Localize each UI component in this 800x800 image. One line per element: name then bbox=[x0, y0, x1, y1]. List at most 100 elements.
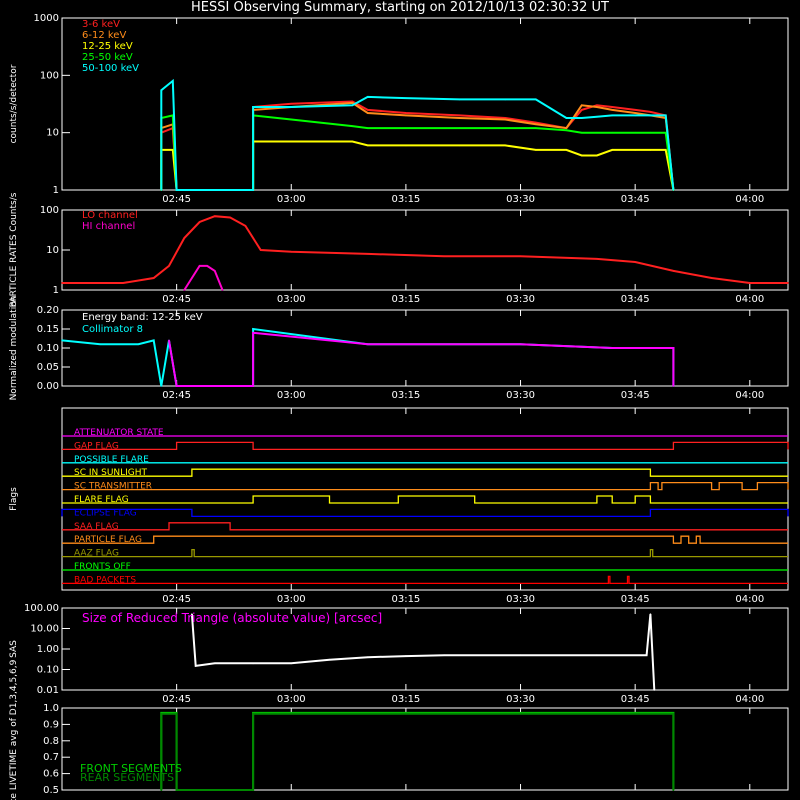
flag-label: BAD PACKETS bbox=[74, 575, 136, 585]
data-point bbox=[787, 282, 789, 284]
series-line-4-0 bbox=[190, 614, 656, 691]
data-point bbox=[214, 215, 216, 217]
data-point bbox=[290, 118, 293, 121]
y-tick-label: 0.5 bbox=[43, 785, 59, 796]
y-tick-label: 0.6 bbox=[43, 769, 59, 780]
data-point bbox=[168, 265, 170, 267]
data-point bbox=[366, 343, 369, 346]
data-point bbox=[366, 144, 369, 147]
y-axis-label: counts/s/detector bbox=[9, 64, 19, 143]
data-point bbox=[649, 131, 652, 134]
y-tick-label: 1 bbox=[53, 185, 59, 196]
data-point bbox=[351, 100, 354, 103]
flag-line bbox=[62, 441, 789, 451]
flag-line bbox=[62, 535, 788, 544]
flag-line bbox=[61, 508, 789, 518]
flag-label: FLARE FLAG bbox=[74, 495, 129, 505]
y-tick-label: 0.20 bbox=[37, 305, 59, 316]
x-tick-label: 02:45 bbox=[162, 294, 191, 305]
data-point bbox=[596, 654, 598, 656]
x-tick-label: 03:15 bbox=[391, 390, 420, 401]
data-point bbox=[664, 131, 667, 134]
data-point bbox=[672, 270, 675, 272]
data-point bbox=[649, 613, 652, 615]
data-point bbox=[580, 104, 583, 107]
data-point bbox=[252, 662, 254, 665]
data-point bbox=[175, 189, 178, 191]
legend-entry: 3-6 keV bbox=[82, 19, 120, 30]
x-tick-label: 03:30 bbox=[506, 594, 535, 605]
data-point bbox=[596, 154, 598, 157]
y-tick-label: 0.00 bbox=[37, 381, 59, 392]
data-point bbox=[61, 339, 63, 342]
legend-entry: FRONT SEGMENTS bbox=[80, 762, 182, 775]
data-point bbox=[611, 131, 614, 134]
data-point bbox=[198, 221, 201, 223]
y-axis-label: Normalized modulation bbox=[9, 296, 19, 401]
data-point bbox=[710, 277, 713, 279]
y-tick-label: 1000 bbox=[34, 13, 59, 24]
data-point bbox=[611, 109, 614, 111]
flag-line bbox=[62, 481, 789, 491]
data-point bbox=[519, 343, 522, 346]
legend-entry: LO channel bbox=[82, 210, 138, 221]
y-axis-label: PARTICLE RATES Counts/s bbox=[9, 192, 19, 307]
x-tick-label: 03:45 bbox=[621, 390, 650, 401]
y-tick-label: 0.8 bbox=[43, 736, 59, 747]
data-point bbox=[214, 270, 216, 272]
data-point bbox=[160, 189, 163, 191]
flag-line bbox=[62, 468, 788, 477]
legend-entry: REAR SEGMENTS bbox=[80, 771, 174, 784]
x-tick-label: 03:30 bbox=[506, 390, 535, 401]
data-point bbox=[672, 347, 675, 349]
flag-line bbox=[62, 575, 788, 585]
y-tick-label: 100 bbox=[40, 70, 59, 81]
data-point bbox=[458, 117, 461, 119]
data-point bbox=[596, 131, 598, 134]
data-point bbox=[504, 98, 507, 101]
data-point bbox=[351, 125, 354, 127]
data-point bbox=[565, 149, 568, 151]
data-point bbox=[649, 149, 652, 151]
x-tick-label: 02:45 bbox=[162, 594, 191, 605]
data-point bbox=[160, 89, 163, 92]
data-point bbox=[672, 712, 675, 715]
flag-line bbox=[62, 522, 788, 531]
data-point bbox=[672, 385, 675, 387]
x-tick-label: 04:00 bbox=[735, 594, 764, 605]
data-point bbox=[504, 144, 507, 147]
x-tick-label: 03:45 bbox=[621, 694, 650, 705]
y-tick-label: 0.01 bbox=[37, 685, 59, 696]
panel-annotation: Size of Reduced Triangle (absolute value… bbox=[82, 611, 382, 625]
x-tick-label: 03:45 bbox=[621, 594, 650, 605]
flag-label: SAA FLAG bbox=[74, 522, 119, 532]
x-tick-label: 03:00 bbox=[277, 390, 306, 401]
data-point bbox=[198, 265, 201, 267]
data-point bbox=[611, 347, 614, 349]
data-point bbox=[366, 656, 369, 658]
data-point bbox=[122, 282, 124, 284]
data-point bbox=[152, 277, 155, 279]
panel-frame-1 bbox=[61, 209, 789, 291]
data-point bbox=[172, 149, 174, 151]
y-tick-label: 100.00 bbox=[24, 603, 59, 614]
y-tick-label: 1.00 bbox=[37, 644, 59, 655]
data-point bbox=[405, 655, 407, 657]
x-tick-label: 02:45 bbox=[162, 390, 191, 401]
data-point bbox=[244, 225, 247, 227]
data-point bbox=[366, 127, 369, 129]
data-point bbox=[535, 149, 537, 151]
data-point bbox=[366, 253, 369, 255]
panel-annotation: Energy band: 12-25 keV bbox=[82, 312, 203, 323]
y-tick-label: 1 bbox=[53, 285, 59, 296]
data-point bbox=[634, 114, 636, 117]
y-axis-label: Flags bbox=[9, 487, 19, 511]
data-point bbox=[565, 129, 568, 132]
chart-title: HESSI Observing Summary, starting on 201… bbox=[191, 0, 609, 15]
y-tick-label: 100 bbox=[40, 205, 59, 216]
series-line-0-3 bbox=[160, 114, 675, 191]
x-tick-label: 03:15 bbox=[391, 294, 420, 305]
panel-frame-5 bbox=[61, 707, 789, 791]
series-line-1-0 bbox=[62, 215, 788, 284]
x-tick-label: 03:30 bbox=[506, 294, 535, 305]
